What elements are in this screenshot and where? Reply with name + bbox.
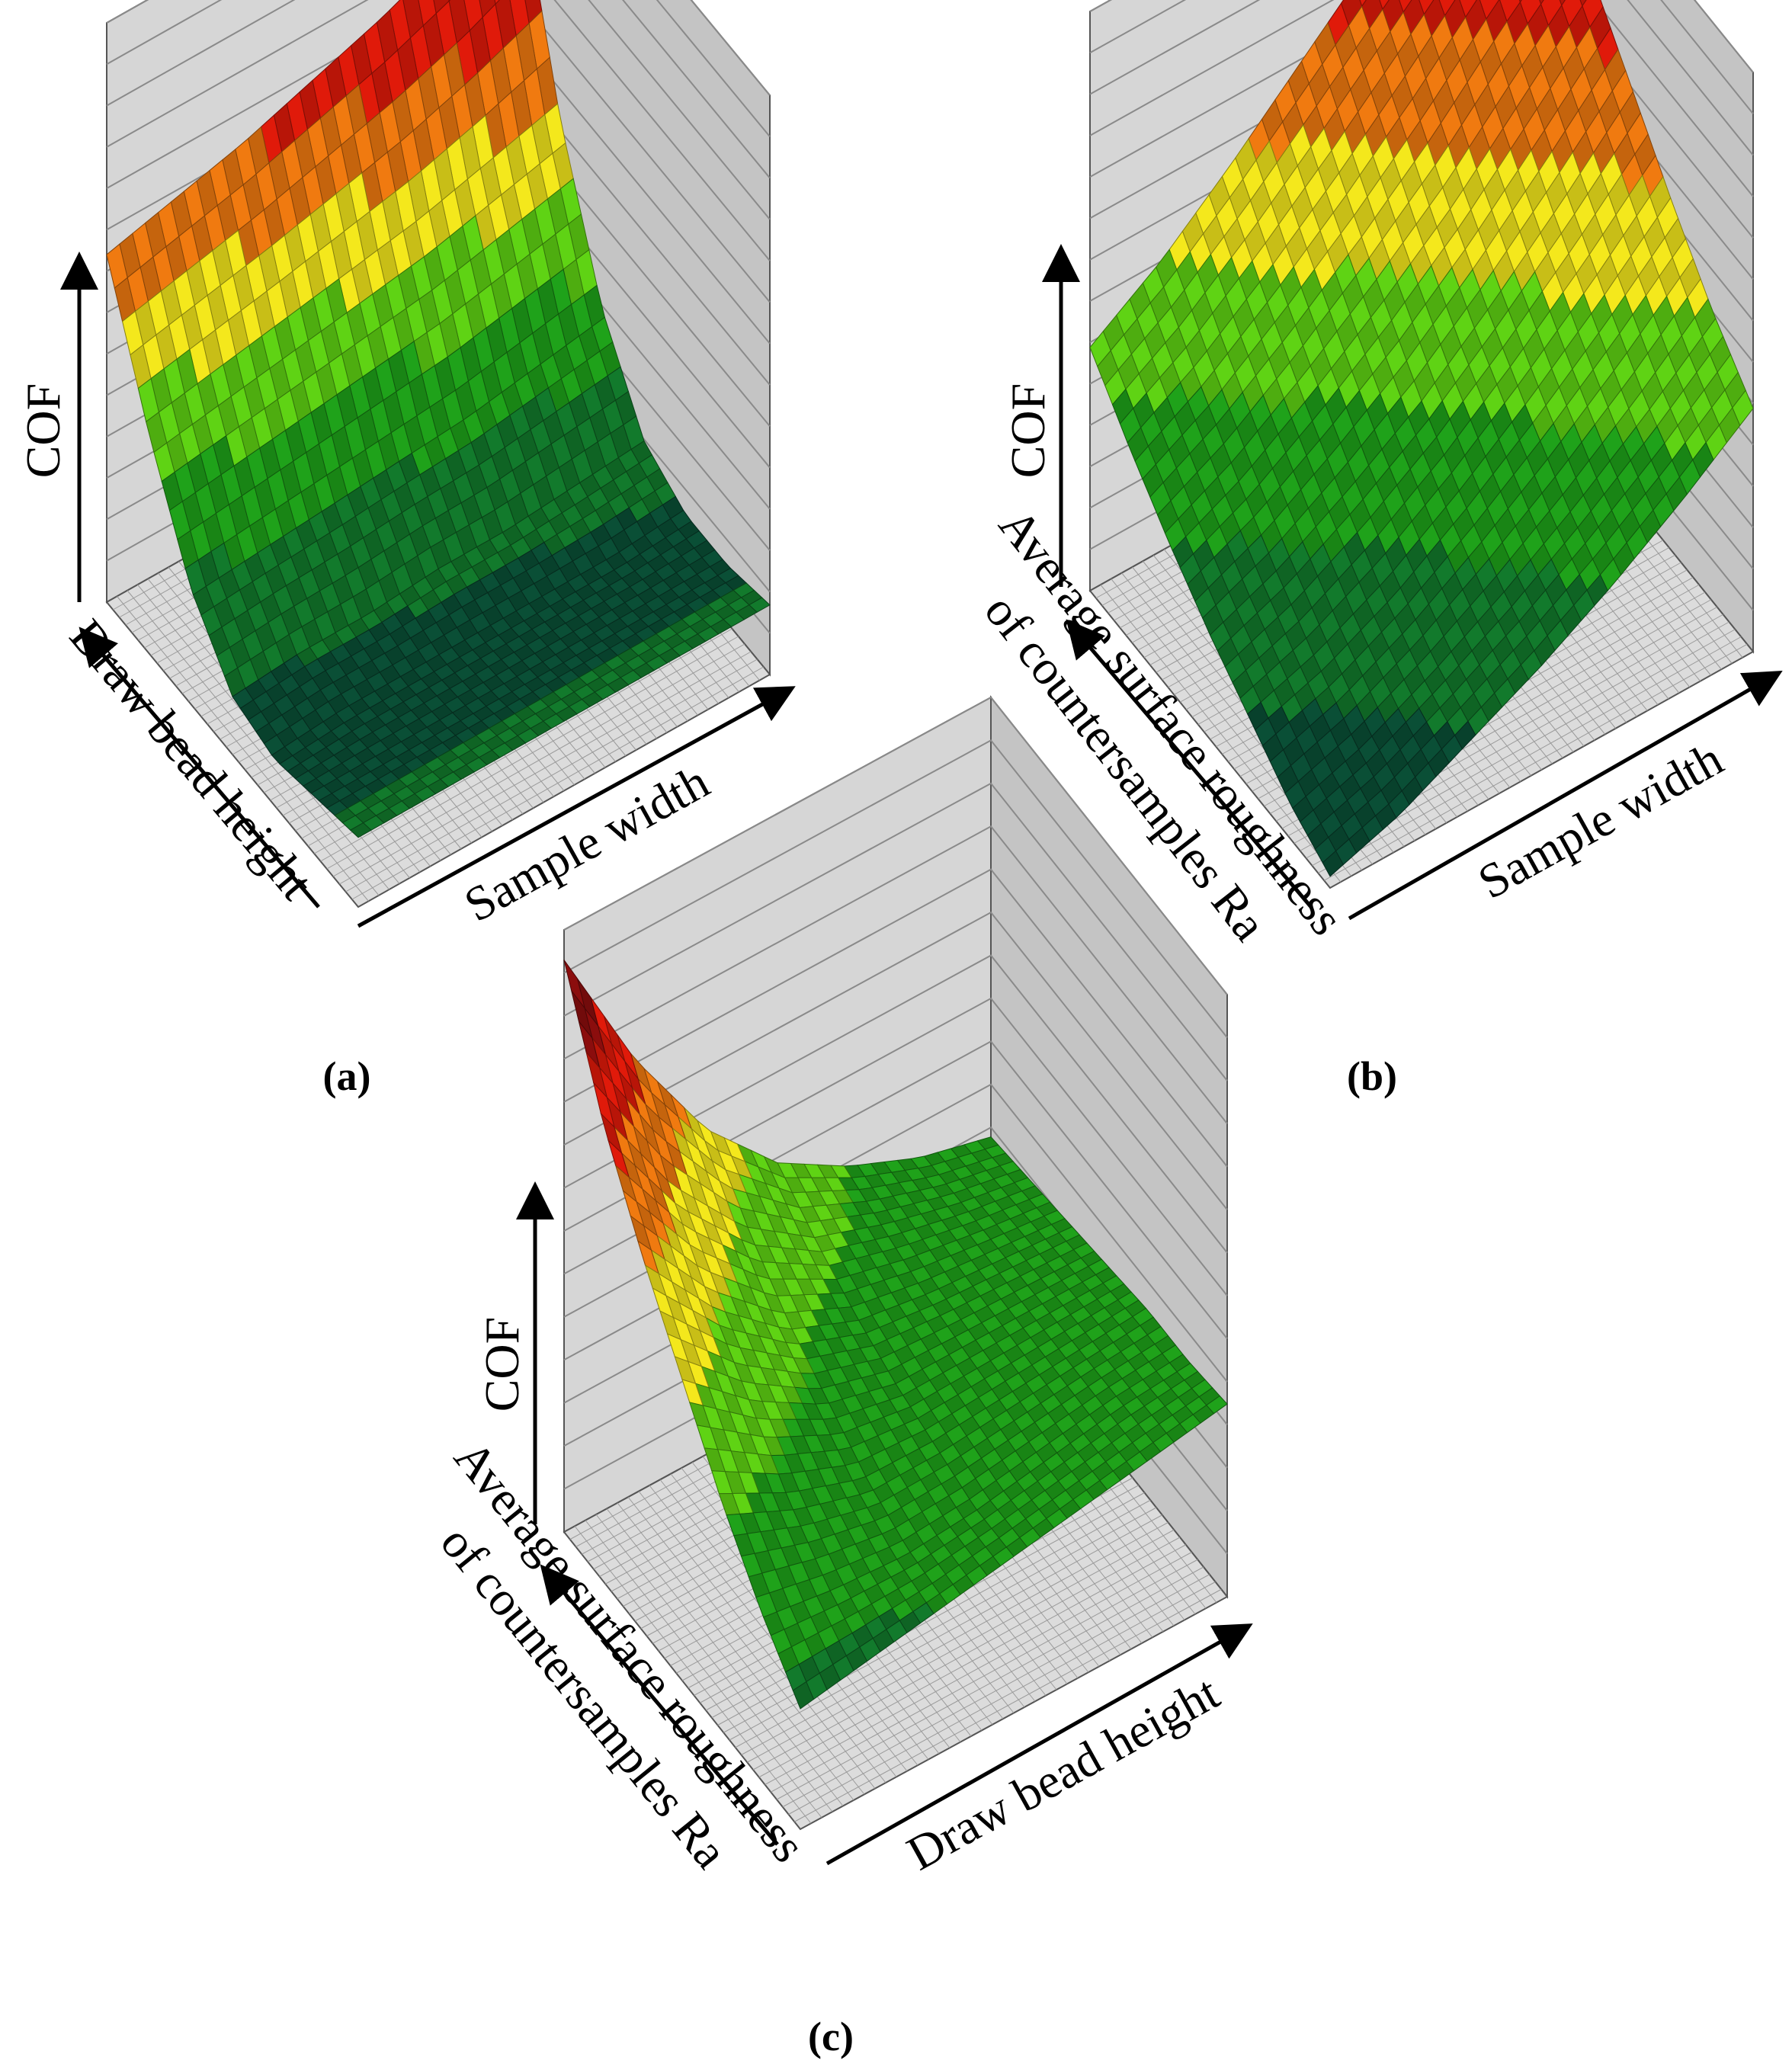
wall-gridline [563,739,1228,1039]
surface-plot-a [105,0,771,909]
surface-cell [1399,0,1412,14]
left-axis-arrow-a [79,627,320,909]
wall-gridline [563,954,1228,1254]
caption-c: (c) [808,2014,854,2059]
right-axis-arrow-b [1348,671,1783,921]
wall-gridline [106,0,771,179]
surface-cell [1559,0,1566,7]
wall-gridline [563,825,1228,1124]
right-axis-arrow-a [357,686,796,928]
surface-plot-b [1088,0,1755,889]
caption-a: (a) [323,1053,371,1099]
wall-gridline [563,868,1228,1168]
wall-gridline [563,911,1228,1210]
panel-b: COF Average surface roughness of counter… [974,0,1783,1099]
surface-cell [1579,0,1587,8]
wall-gridline [106,0,771,261]
wall-gridline [1089,0,1754,114]
wall-gridline [563,696,1228,995]
wall-gridline [563,782,1228,1082]
surface-plot-c [563,695,1229,1831]
wall-gridline [1089,0,1754,197]
surface-cell [792,1681,815,1710]
wall-gridline [106,0,771,137]
panel-a: COF Draw bead height Sample width (a) [16,0,796,1099]
wall-gridline [106,0,771,220]
wall-gridline [1089,0,1754,239]
wall-gridline [1089,0,1754,280]
left-axis-arrow-b [1066,619,1313,909]
cof-label-c: COF [475,1317,529,1412]
surface-cell [1322,850,1344,877]
wall-gridline [1089,0,1754,156]
panel-c: COF Average surface roughness of counter… [431,695,1253,2059]
cof-label-a: COF [16,383,70,479]
surface-cell [349,822,372,838]
right-axis-arrow-c [825,1623,1253,1866]
cof-label-b: COF [1001,383,1055,479]
caption-b: (b) [1347,1053,1397,1099]
left-axis-arrow-c [540,1564,779,1846]
